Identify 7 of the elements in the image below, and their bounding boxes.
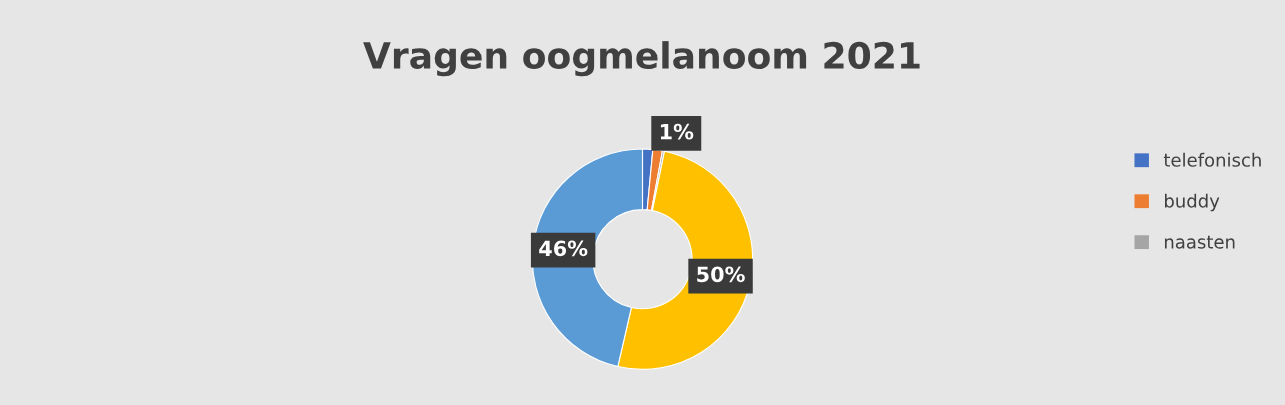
legend-label: naasten — [1165, 235, 1235, 249]
data-label: 46% — [539, 240, 588, 257]
legend-label: buddy — [1165, 193, 1220, 212]
legend-label: telefonisch — [1163, 152, 1261, 167]
data-label: 50% — [697, 266, 745, 283]
data-label: 1% — [660, 123, 694, 140]
chart-title: Vragen oogmelanoom 2021 — [363, 41, 920, 77]
